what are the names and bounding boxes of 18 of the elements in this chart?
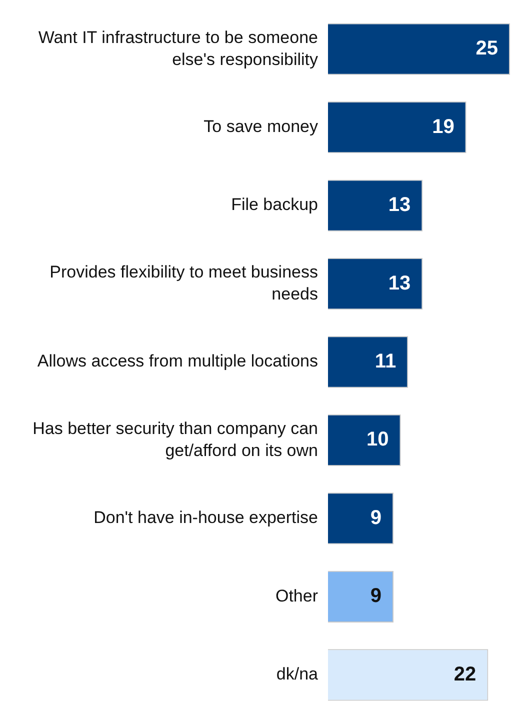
- y-tick-label: Other: [275, 586, 318, 606]
- data-label: 13: [388, 194, 411, 216]
- y-tick-label: Has better security than company can get/afford on its own: [32, 418, 318, 460]
- y-tick-label: File backup: [231, 195, 318, 214]
- data-label: 9: [370, 506, 382, 529]
- y-tick-label: Allows access from multiple locations: [37, 352, 318, 371]
- data-label: 13: [388, 272, 411, 294]
- y-tick-label: Want IT infrastructure to be someone else's responsibility: [38, 28, 318, 69]
- data-label: 19: [432, 116, 454, 138]
- data-label: 11: [374, 350, 396, 373]
- data-label: 25: [476, 38, 498, 60]
- y-tick-label: To save money: [204, 117, 318, 136]
- y-tick-label: Don't have in-house expertise: [94, 508, 318, 528]
- y-tick-label: dk/na: [276, 664, 319, 684]
- data-label: 10: [366, 428, 389, 451]
- y-tick-label: Provides flexibility to meet business needs: [50, 262, 318, 304]
- data-label: 22: [454, 663, 476, 686]
- data-label: 9: [370, 585, 382, 608]
